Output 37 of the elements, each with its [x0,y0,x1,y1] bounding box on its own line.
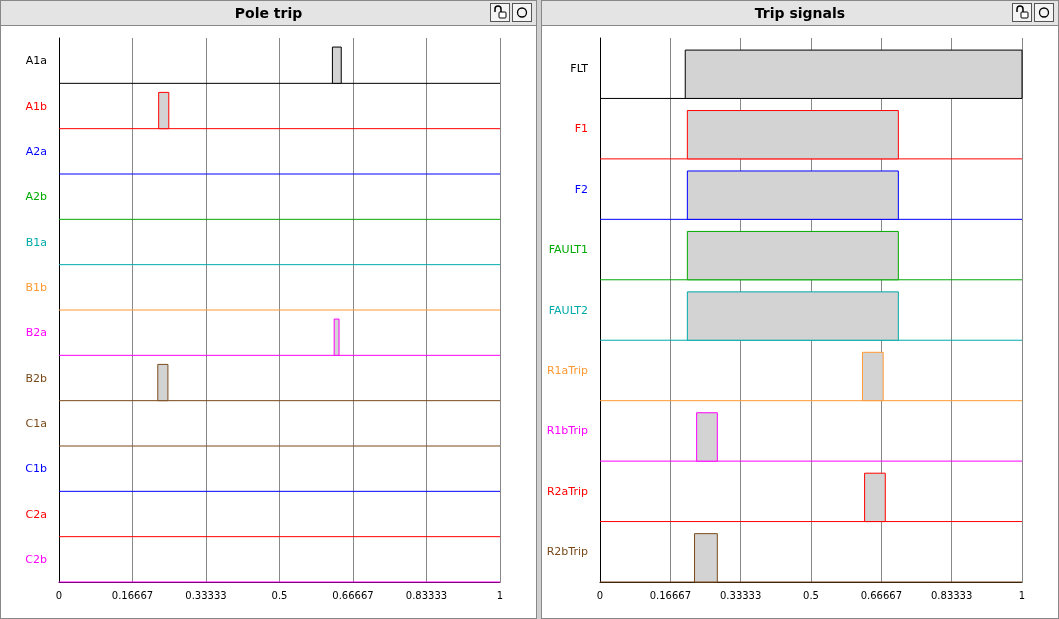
y-tick-label: FLT [570,61,589,75]
y-tick-label: FAULT2 [548,303,588,317]
chart-title: Pole trip [234,5,303,21]
y-tick-label: R1bTrip [546,424,589,438]
y-tick-label: F2 [574,182,588,196]
x-tick-label: 0.33333 [185,589,227,601]
x-tick-label: 1 [496,589,504,601]
y-tick-label: B1b [25,280,48,294]
x-tick-label: 0.83333 [930,589,973,601]
y-tick-label: R2aTrip [546,484,589,498]
y-tick-label: F1 [574,122,588,136]
y-tick-label: B2a [25,326,47,340]
y-tick-label: A1b [25,99,48,113]
y-tick-label: A1a [25,54,47,68]
y-tick-label: C1a [25,416,47,430]
y-tick-label: A2a [25,144,47,158]
x-tick-label: 0.16667 [111,589,154,601]
x-tick-label: 0.66667 [860,589,903,601]
chart-title: Trip signals [754,5,846,21]
x-tick-label: 0.33333 [719,589,762,601]
x-tick-label: 0.16667 [649,589,692,601]
x-tick-label: 0.5 [803,589,819,601]
x-tick-label: 0 [55,589,63,601]
x-tick-label: 1 [1018,589,1026,601]
y-tick-label: C2a [25,507,47,521]
y-tick-label: FAULT1 [548,243,588,257]
x-tick-label: 0 [596,589,604,601]
y-tick-label: B2b [25,371,48,385]
x-tick-label: 0.83333 [405,589,448,601]
y-tick-label: R2bTrip [546,545,589,559]
y-tick-label: C2b [25,552,48,566]
x-tick-label: 0.5 [271,589,288,601]
y-tick-label: B1a [25,235,47,249]
x-tick-label: 0.66667 [332,589,374,601]
y-tick-label: R1aTrip [546,363,589,377]
y-tick-label: C1b [25,462,48,476]
y-tick-label: A2b [25,190,48,204]
